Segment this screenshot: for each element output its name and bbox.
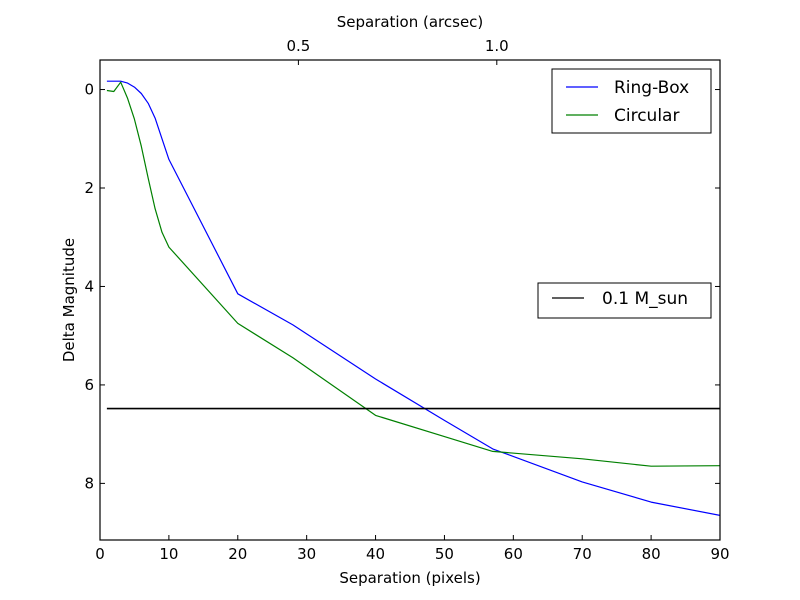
y-tick-label: 0 [84, 81, 94, 99]
legend-series: Ring-Box Circular [551, 68, 712, 134]
x-axis-label: Separation (pixels) [339, 569, 480, 587]
x-tick-label: 0 [95, 545, 105, 563]
x-tick-label: 20 [228, 545, 247, 563]
x-tick-label: 50 [435, 545, 454, 563]
y-tick-label: 2 [84, 179, 94, 197]
legend-label-circular: Circular [614, 106, 679, 126]
x-tick-label: 70 [573, 545, 592, 563]
legend-label-threshold: 0.1 M_sun [602, 289, 688, 309]
x-tick-label: 80 [642, 545, 661, 563]
y-tick-label: 8 [84, 474, 94, 492]
ticks-layer: 0 10 20 30 40 50 60 70 80 90 0.5 1.0 0 2 4 6 8 [84, 37, 729, 563]
x-tick-label: 90 [710, 545, 729, 563]
series-line-circular [106, 81, 720, 467]
y-tick-label: 6 [84, 376, 94, 394]
series-layer [106, 80, 720, 516]
plot-frame [99, 59, 721, 541]
y-axis-label: Delta Magnitude [60, 238, 78, 362]
legend-threshold: 0.1 M_sun [537, 282, 712, 319]
y-tick-label: 4 [84, 277, 94, 295]
x-tick-label: 30 [297, 545, 316, 563]
top-x-tick-label: 1.0 [485, 37, 509, 55]
x-tick-label: 60 [504, 545, 523, 563]
legend-series-box [551, 68, 712, 134]
legend-label-ring-box: Ring-Box [614, 78, 689, 98]
x-tick-label: 40 [366, 545, 385, 563]
x-tick-label: 10 [159, 545, 178, 563]
top-x-axis-label: Separation (arcsec) [337, 13, 484, 31]
top-x-tick-label: 0.5 [286, 37, 310, 55]
legend-threshold-box [537, 282, 712, 319]
series-line-ring-box [106, 80, 720, 516]
